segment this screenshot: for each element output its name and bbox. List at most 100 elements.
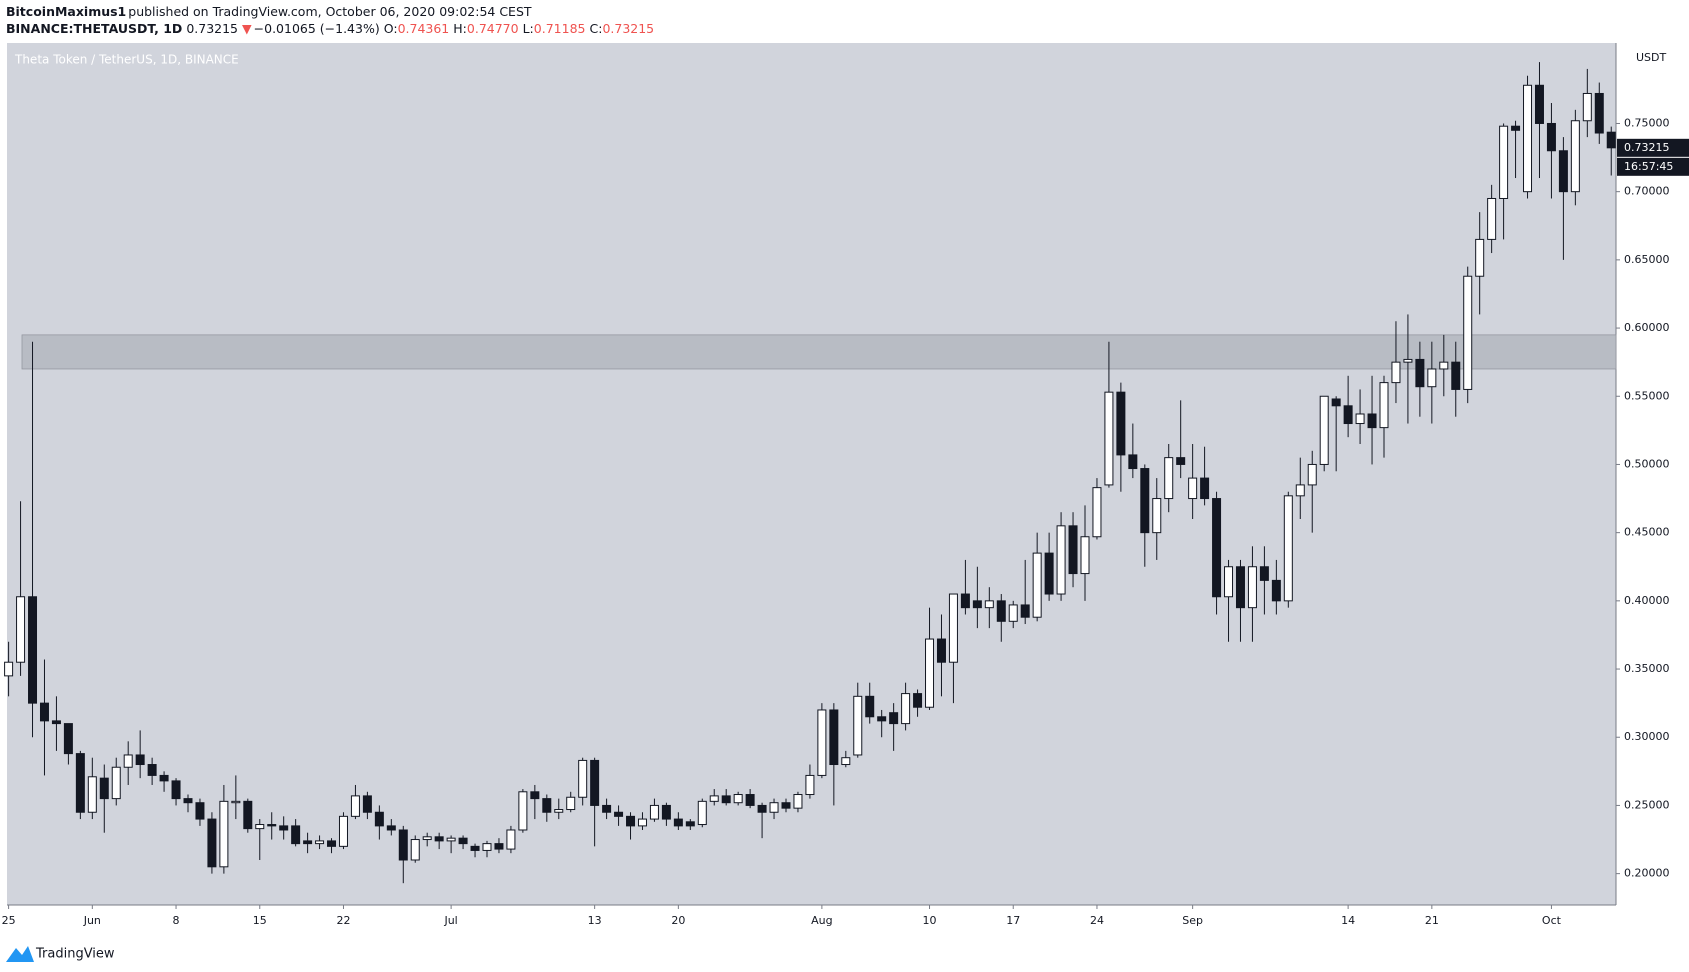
- candle-body: [1128, 454, 1138, 470]
- candle-body: [183, 798, 193, 804]
- candle-body: [207, 818, 217, 868]
- resistance-zone: [21, 334, 1617, 370]
- y-tick-label: 0.30000: [1624, 730, 1670, 743]
- candle-body: [267, 824, 277, 827]
- candle-body: [685, 821, 695, 827]
- candle-body: [817, 709, 827, 776]
- candle-body: [1032, 552, 1042, 618]
- y-tick-label: 0.50000: [1624, 457, 1670, 470]
- x-tick-label: Oct: [1542, 914, 1562, 927]
- candle-body: [626, 815, 636, 827]
- candle-body: [936, 638, 946, 663]
- candle-body: [1140, 468, 1150, 534]
- candle-body: [195, 802, 205, 820]
- candle-body: [925, 638, 935, 708]
- candle-body: [1295, 484, 1305, 497]
- x-tick-label: Jun: [83, 914, 101, 927]
- candle-body: [279, 825, 289, 831]
- candle-body: [614, 811, 624, 817]
- candle-body: [1080, 536, 1090, 575]
- y-tick-label: 0.75000: [1624, 116, 1670, 129]
- candle-body: [63, 723, 73, 755]
- candle-body: [446, 837, 456, 842]
- candle-body: [649, 804, 659, 820]
- candle-body: [1367, 413, 1377, 429]
- candle-body: [913, 693, 923, 708]
- candle-body: [661, 804, 671, 820]
- candle-body: [1558, 150, 1568, 193]
- y-tick-label: 0.25000: [1624, 798, 1670, 811]
- l-label: L:: [522, 21, 534, 36]
- x-tick-label: Sep: [1182, 914, 1203, 927]
- candle-body: [1200, 477, 1210, 500]
- price-badge: [1617, 138, 1689, 157]
- candle-body: [1319, 395, 1329, 465]
- x-tick-label: 24: [1090, 914, 1104, 927]
- candle-body: [1247, 566, 1257, 609]
- y-tick-label: 0.60000: [1624, 321, 1670, 334]
- candle-body: [865, 695, 875, 718]
- candle-body: [75, 753, 85, 813]
- candle-body: [733, 794, 743, 804]
- y-tick-label: 0.35000: [1624, 662, 1670, 675]
- candle-body: [398, 829, 408, 861]
- candle-body: [422, 836, 432, 841]
- y-tick-label: 0.55000: [1624, 389, 1670, 402]
- candle-body: [374, 811, 384, 827]
- candle-body: [1534, 84, 1544, 124]
- candle-body: [231, 800, 241, 804]
- candle-body: [1427, 368, 1437, 388]
- last: 0.73215: [186, 21, 239, 36]
- y-tick-label: 0.40000: [1624, 594, 1670, 607]
- candle-body: [1212, 498, 1222, 598]
- candle-body: [1092, 487, 1102, 538]
- price-badge-label: 0.73215: [1624, 141, 1670, 154]
- published: published on TradingView.com, October 06…: [128, 4, 532, 19]
- x-tick-label: 17: [1006, 914, 1020, 927]
- symbol: BINANCE:THETAUSDT, 1D: [6, 21, 183, 36]
- candle-body: [1475, 238, 1485, 277]
- x-tick-label: 14: [1341, 914, 1355, 927]
- candle-body: [518, 791, 528, 831]
- x-tick-label: 25: [2, 914, 16, 927]
- candle-body: [28, 596, 38, 704]
- candle-body: [123, 754, 133, 768]
- candle-body: [805, 774, 815, 796]
- candle-body: [1463, 275, 1473, 390]
- candle-body: [219, 800, 229, 868]
- candle-body: [566, 796, 576, 811]
- candle-body: [1570, 120, 1580, 193]
- plot-background: [7, 43, 1616, 905]
- candle-body: [948, 593, 958, 663]
- candle-body: [99, 777, 109, 800]
- candle-body: [1176, 457, 1186, 465]
- l: 0.71185: [533, 21, 586, 36]
- c-label: C:: [589, 21, 603, 36]
- candle-body: [1606, 131, 1616, 149]
- candle-body: [757, 804, 767, 813]
- candle-body: [1582, 92, 1592, 122]
- candle-body: [1487, 197, 1497, 240]
- y-tick-label: 0.20000: [1624, 867, 1670, 880]
- candle-body: [1343, 405, 1353, 425]
- candle-body: [960, 593, 970, 609]
- candle-body: [16, 596, 26, 663]
- candle-body: [554, 809, 564, 813]
- candle-body: [1283, 495, 1293, 602]
- y-tick-label: 0.70000: [1624, 185, 1670, 198]
- candle-body: [542, 798, 552, 813]
- y-tick-label: 0.45000: [1624, 526, 1670, 539]
- candle-body: [350, 795, 360, 817]
- candle-body: [1439, 361, 1449, 370]
- ohlc-line: BINANCE:THETAUSDT, 1D 0.73215 ▼ −0.01065 (−…: [6, 21, 658, 36]
- candle-body: [877, 716, 887, 722]
- x-tick-label: 15: [253, 914, 267, 927]
- candle-body: [327, 840, 337, 847]
- candle-body: [1307, 463, 1317, 486]
- x-tick-label: 10: [923, 914, 937, 927]
- candle-body: [721, 795, 731, 804]
- x-tick-label: Jul: [443, 914, 457, 927]
- candle-body: [637, 818, 647, 827]
- candle-body: [530, 791, 540, 800]
